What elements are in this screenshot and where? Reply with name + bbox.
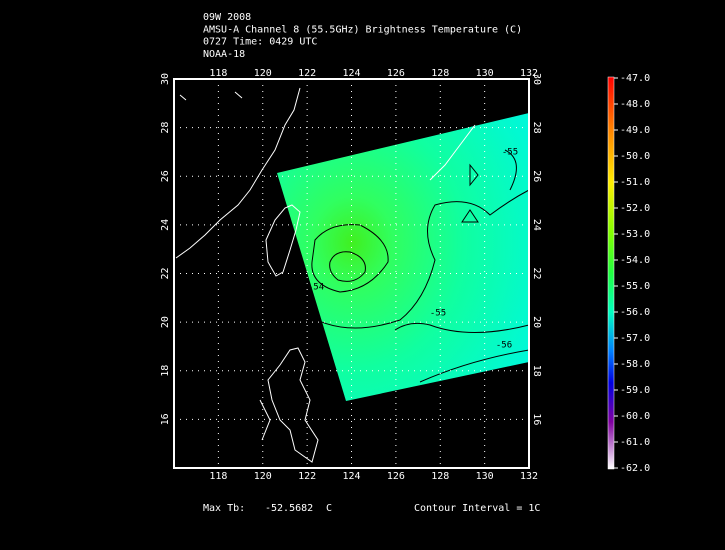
map-frame (173, 78, 530, 469)
lon-label-bottom: 118 (209, 471, 227, 482)
colorbar-label: -59.0 (620, 385, 650, 396)
lon-label-bottom: 130 (476, 471, 494, 482)
lat-label-right: 16 (531, 413, 542, 425)
lon-label-top: 120 (254, 68, 272, 79)
contour-interval: Contour Interval = 1C (414, 503, 540, 514)
coastlines (175, 87, 476, 463)
lat-label-right: 26 (531, 170, 542, 182)
lon-label-bottom: 126 (387, 471, 405, 482)
lat-label-left: 18 (160, 365, 171, 377)
axis-labels: 118 118 120 120 122 122 124 124 126 126 128 128 130 1… (160, 68, 542, 482)
swath (277, 113, 529, 401)
lat-label-right: 18 (531, 365, 542, 377)
lat-label-left: 22 (160, 267, 171, 279)
lon-label-top: 118 (209, 68, 227, 79)
contour-label: -56 (496, 341, 512, 351)
header-line: AMSU-A Channel 8 (55.5GHz) Brightness Te… (203, 24, 522, 35)
colorbar-label: -57.0 (620, 333, 650, 344)
lat-label-right: 20 (531, 316, 542, 328)
colorbar-label: -47.0 (620, 73, 650, 84)
colorbar-label: -48.0 (620, 99, 650, 110)
lon-label-bottom: 132 (520, 471, 538, 482)
colorbar (607, 76, 615, 470)
lat-label-right: 28 (531, 122, 542, 134)
lat-label-left: 20 (160, 316, 171, 328)
colorbar-label: -49.0 (620, 125, 650, 136)
colorbar-label: -53.0 (620, 229, 650, 240)
colorbar-label: -51.0 (620, 177, 650, 188)
colorbar-label: -56.0 (620, 307, 650, 318)
lon-label-top: 126 (387, 68, 405, 79)
lon-label-bottom: 128 (431, 471, 449, 482)
colorbar-labels: -47.0 -48.0 -49.0 -50.0 -51.0 -52.0 -53.0 -54.0… (614, 73, 650, 474)
lat-label-left: 26 (160, 170, 171, 182)
header-line: 0727 Time: 0429 UTC (203, 37, 317, 48)
lat-label-left: 30 (160, 73, 171, 85)
colorbar-label: -55.0 (620, 281, 650, 292)
contours (299, 149, 530, 383)
colorbar-label: -50.0 (620, 151, 650, 162)
contour-label: -55 (430, 309, 446, 319)
colorbar-label: -62.0 (620, 463, 650, 474)
max-unit: C (326, 503, 332, 514)
lon-label-top: 130 (476, 68, 494, 79)
lon-label-top: 128 (431, 68, 449, 79)
colorbar-label: -54.0 (620, 255, 650, 266)
max-label: Max Tb: (203, 503, 245, 514)
lat-label-right: 30 (531, 73, 542, 85)
lon-label-bottom: 120 (254, 471, 272, 482)
lon-label-bottom: 124 (342, 471, 360, 482)
colorbar-label: -58.0 (620, 359, 650, 370)
header-line: 09W 2008 (203, 12, 251, 23)
lon-label-top: 132 (520, 68, 538, 79)
lat-label-left: 24 (160, 219, 171, 231)
contour-label: -54 (308, 283, 324, 293)
contour-label: -55 (502, 148, 518, 158)
lon-label-bottom: 122 (298, 471, 316, 482)
lat-label-left: 28 (160, 122, 171, 134)
header-line: NOAA-18 (203, 49, 245, 60)
lon-label-top: 124 (342, 68, 360, 79)
lon-label-top: 122 (298, 68, 316, 79)
lat-label-left: 16 (160, 413, 171, 425)
lat-label-right: 24 (531, 219, 542, 231)
colorbar-label: -60.0 (620, 411, 650, 422)
lat-label-right: 22 (531, 267, 542, 279)
colorbar-label: -52.0 (620, 203, 650, 214)
max-value: -52.5682 (265, 503, 313, 514)
colorbar-label: -61.0 (620, 437, 650, 448)
